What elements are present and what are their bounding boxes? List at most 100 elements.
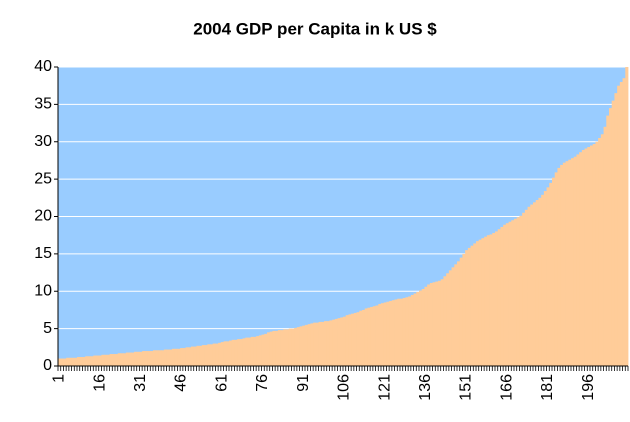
bar <box>470 245 474 366</box>
bar <box>451 267 455 366</box>
bar <box>188 347 192 366</box>
bar <box>405 297 409 366</box>
bar <box>611 100 615 366</box>
bar <box>93 355 97 366</box>
bar <box>191 346 195 366</box>
bar <box>155 350 159 366</box>
bar <box>554 172 558 366</box>
bar <box>519 215 523 366</box>
bar <box>264 333 268 366</box>
bar <box>421 289 425 366</box>
bar <box>201 345 205 366</box>
bar <box>158 350 162 366</box>
bar <box>606 115 610 367</box>
bar <box>234 339 238 366</box>
bar <box>302 325 306 366</box>
bar <box>413 293 417 366</box>
x-tick-label: 31 <box>132 374 149 392</box>
bar <box>590 145 594 366</box>
bar <box>174 348 178 366</box>
bar <box>315 322 319 366</box>
x-tick-label: 121 <box>376 374 393 401</box>
bar <box>204 345 208 366</box>
x-tick-label: 91 <box>295 374 312 392</box>
bar <box>60 358 64 366</box>
bar <box>215 343 219 366</box>
bar <box>619 81 623 366</box>
x-tick-label: 1 <box>51 374 68 383</box>
x-tick-label: 136 <box>417 374 434 401</box>
bar <box>614 93 618 366</box>
bar <box>432 282 436 366</box>
bar <box>239 339 243 366</box>
bar <box>397 298 401 366</box>
bar <box>514 218 518 366</box>
bar <box>218 342 222 366</box>
bar <box>438 280 442 366</box>
bar <box>66 357 70 366</box>
bar <box>334 318 338 366</box>
bar <box>459 257 463 366</box>
bar <box>253 336 257 366</box>
bar <box>307 324 311 366</box>
bar <box>256 336 260 366</box>
x-tick-label: 196 <box>580 374 597 401</box>
bar <box>457 261 461 366</box>
bar <box>541 194 545 366</box>
bar <box>79 357 83 366</box>
bar <box>391 300 395 366</box>
bar <box>169 349 173 366</box>
x-tick-label: 46 <box>173 374 190 392</box>
bar <box>465 250 469 366</box>
x-tick-label: 151 <box>458 374 475 401</box>
bar <box>261 334 265 366</box>
bar <box>269 331 273 366</box>
bar <box>353 312 357 366</box>
bar <box>77 357 81 366</box>
y-tick-label: 5 <box>43 320 52 337</box>
bar <box>112 354 116 366</box>
bar <box>182 348 186 366</box>
bar <box>250 336 254 366</box>
bar <box>161 350 165 366</box>
bar <box>115 354 119 366</box>
bar <box>516 217 520 366</box>
bar <box>106 354 110 366</box>
bar <box>538 197 542 366</box>
y-tick-label: 0 <box>43 357 52 374</box>
bar <box>557 167 561 366</box>
bar <box>527 206 531 366</box>
bar <box>313 322 317 366</box>
bar <box>212 343 216 366</box>
bar <box>272 330 276 366</box>
bar <box>332 319 336 366</box>
chart-title: 2004 GDP per Capita in k US $ <box>193 19 437 38</box>
bar <box>348 314 352 366</box>
bar <box>104 354 108 366</box>
bar <box>486 235 490 366</box>
bar <box>299 326 303 366</box>
bar <box>581 149 585 366</box>
bar <box>603 126 607 366</box>
bar <box>193 346 197 366</box>
bar <box>546 187 550 366</box>
bar <box>318 321 322 366</box>
bar <box>592 143 596 366</box>
x-tick-label: 61 <box>213 374 230 392</box>
bar <box>172 348 176 366</box>
bar <box>68 357 72 366</box>
bar <box>584 148 588 366</box>
bar <box>90 356 94 366</box>
bar <box>435 281 439 366</box>
bar <box>63 358 67 366</box>
y-tick-label: 40 <box>34 58 52 75</box>
bar <box>495 231 499 366</box>
bar <box>275 330 279 366</box>
bar <box>552 177 556 366</box>
bar <box>207 344 211 366</box>
bar <box>286 329 290 366</box>
bar <box>549 182 553 366</box>
bar <box>617 85 621 366</box>
bar <box>196 345 200 366</box>
bar <box>440 279 444 366</box>
